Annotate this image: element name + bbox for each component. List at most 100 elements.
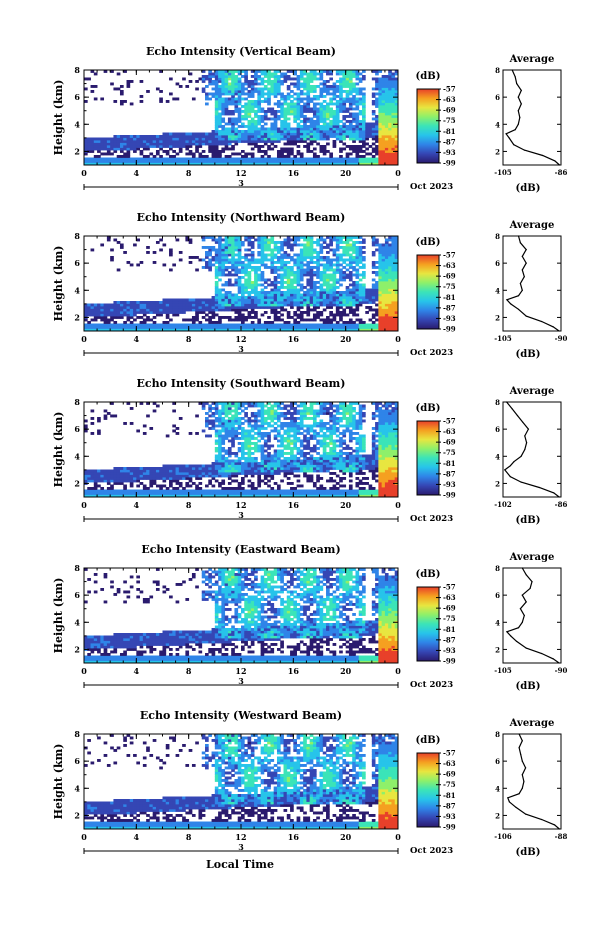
heatmap-cell [332, 127, 337, 131]
heatmap-cell [319, 130, 324, 133]
heatmap-cell [358, 251, 363, 254]
heatmap-cell [234, 85, 239, 88]
heatmap-cell [224, 70, 229, 73]
heatmap-cell [306, 100, 311, 103]
heatmap-cell [358, 291, 363, 294]
heatmap-cell [126, 85, 131, 88]
heatmap-cell [381, 321, 386, 324]
heatmap-cell [371, 102, 376, 106]
heatmap-cell [312, 97, 317, 101]
heatmap-cell [326, 70, 330, 73]
heatmap-cell [116, 155, 121, 158]
heatmap-cell [214, 70, 219, 73]
heatmap-cell [214, 157, 219, 161]
heatmap-cell [286, 70, 291, 73]
heatmap-cell [312, 127, 317, 131]
heatmap-cell [87, 306, 91, 309]
heatmap-cell [257, 291, 262, 294]
heatmap-cell [224, 145, 229, 148]
heatmap-cell [276, 127, 281, 131]
heatmap-cell [221, 130, 226, 133]
heatmap-cell [90, 472, 95, 475]
heatmap-cell [267, 321, 271, 324]
heatmap-cell [355, 251, 360, 254]
heatmap-cell [348, 308, 353, 312]
heatmap-cell [290, 142, 294, 146]
heatmap-cell [257, 97, 262, 101]
heatmap-cell [309, 328, 314, 331]
heatmap-cell [126, 311, 131, 314]
heatmap-cell [139, 467, 144, 470]
heatmap-cell [214, 162, 219, 165]
heatmap-cell [299, 258, 304, 262]
heatmap-cell [319, 246, 324, 249]
heatmap-cell [155, 142, 160, 146]
heatmap-cell [273, 288, 278, 292]
heatmap-cell [218, 273, 222, 277]
heatmap-cell [214, 97, 219, 101]
heatmap-cell [276, 318, 281, 322]
heatmap-cell [159, 160, 163, 163]
heatmap-cell [322, 130, 327, 133]
heatmap-cell [231, 162, 235, 165]
heatmap-cell [214, 469, 219, 473]
heatmap-cell [260, 303, 265, 307]
heatmap-cell [188, 303, 193, 307]
heatmap-cell [165, 492, 170, 495]
heatmap-cell [303, 80, 307, 83]
heatmap-cell [237, 271, 242, 274]
heatmap-cell [319, 95, 324, 98]
heatmap-cell [316, 238, 320, 242]
heatmap-cell [250, 288, 255, 292]
heatmap-cell [384, 142, 389, 146]
heatmap-cell [362, 258, 366, 262]
heatmap-cell [201, 87, 206, 91]
heatmap-cell [280, 95, 284, 98]
heatmap-cell [208, 137, 212, 141]
heatmap-cell [113, 323, 118, 327]
heatmap-cell [332, 120, 337, 123]
heatmap-cell [198, 311, 203, 314]
heatmap-cell [191, 162, 196, 165]
heatmap-cell [345, 157, 350, 161]
heatmap-cell [231, 120, 235, 123]
heatmap-cell [247, 110, 252, 113]
heatmap-cell [365, 306, 369, 309]
heatmap-cell [87, 308, 91, 312]
profile-point [514, 76, 516, 78]
heatmap-cell [384, 90, 389, 93]
heatmap-cell [201, 155, 206, 158]
heatmap-cell [299, 311, 304, 314]
heatmap-cell [306, 120, 311, 123]
heatmap-cell [214, 107, 219, 111]
heatmap-cell [110, 479, 114, 483]
heatmap-cell [116, 160, 121, 163]
heatmap-cell [100, 479, 105, 483]
heatmap-cell [195, 301, 199, 304]
heatmap-cell [348, 157, 353, 161]
heatmap-cell [205, 132, 209, 136]
heatmap-cell [152, 308, 157, 312]
heatmap-cell [182, 140, 186, 143]
heatmap-cell [260, 258, 265, 262]
heatmap-cell [306, 87, 311, 91]
heatmap-cell [260, 162, 265, 165]
heatmap-cell [391, 100, 396, 103]
heatmap-cell [208, 80, 212, 83]
heatmap-cell [237, 258, 242, 262]
heatmap-cell [391, 278, 396, 282]
heatmap-cell [250, 152, 255, 156]
heatmap-cell [247, 236, 252, 239]
heatmap-cell [244, 137, 248, 141]
heatmap-cell [358, 157, 363, 161]
heatmap-cell [250, 95, 255, 98]
heatmap-cell [371, 238, 376, 242]
heatmap-cell [227, 85, 232, 88]
heatmap-cell [280, 246, 284, 249]
heatmap-cell [224, 323, 229, 327]
heatmap-cell [276, 291, 281, 294]
heatmap-cell [273, 328, 278, 331]
heatmap-cell [345, 243, 350, 247]
heatmap-cell [348, 253, 353, 257]
heatmap-cell [218, 246, 222, 249]
